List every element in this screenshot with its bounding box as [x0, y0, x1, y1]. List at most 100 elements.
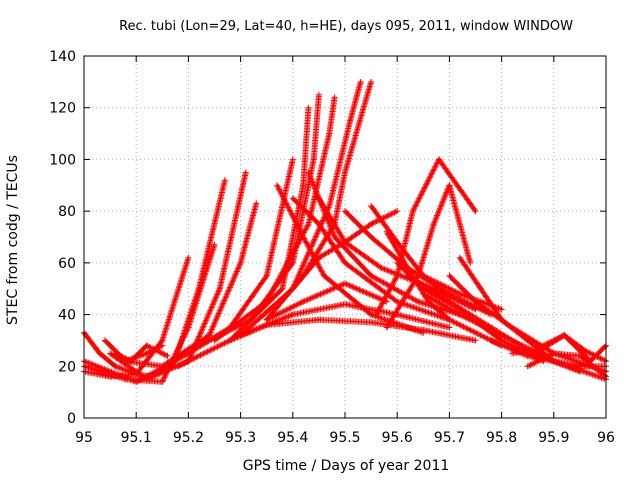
y-axis-label: STEC from codg / TECUs [5, 155, 21, 325]
plus-markers [310, 91, 322, 163]
plus-markers [420, 290, 463, 318]
plus-markers [237, 311, 296, 339]
plus-markers [159, 254, 192, 344]
satellite-track [289, 195, 453, 323]
y-tick-label: 40 [58, 308, 76, 324]
satellite-track [112, 342, 171, 365]
plus-markers [300, 280, 348, 305]
plus-markers [561, 332, 589, 354]
plus-markers [576, 352, 609, 380]
plus-markers [342, 239, 385, 271]
x-tick-label: 95 [75, 430, 93, 446]
satellite-track [81, 254, 192, 380]
x-tick-label: 95.3 [225, 430, 256, 446]
satellite-track [383, 228, 505, 349]
x-tick-label: 95.9 [538, 430, 569, 446]
x-tick-label: 95.1 [121, 430, 152, 446]
plus-markers [509, 345, 547, 357]
axis-ticks: 95 95.1 95.2 95.3 95.4 95.5 95.6 95.7 95.8 95.9 96… [49, 49, 615, 446]
plus-markers [315, 195, 348, 246]
satellite-track [227, 316, 479, 344]
plus-markers [216, 169, 249, 292]
plus-markers [331, 234, 375, 279]
plus-markers [289, 301, 348, 318]
x-tick-label: 96 [597, 430, 615, 446]
plus-markers [446, 272, 479, 305]
plus-markers [211, 298, 270, 344]
y-tick-label: 80 [58, 204, 76, 220]
x-axis-label: GPS time / Days of year 2011 [243, 458, 450, 474]
plus-markers [420, 327, 479, 344]
plus-markers [326, 117, 354, 209]
plus-markers [409, 156, 442, 215]
plus-markers [540, 332, 568, 349]
y-tick-label: 100 [49, 152, 76, 168]
y-tick-label: 20 [58, 359, 76, 375]
y-tick-label: 0 [67, 411, 76, 427]
satellite-track [263, 280, 390, 323]
plus-markers [368, 319, 427, 334]
plus-markers [96, 350, 119, 370]
x-tick-label: 95.2 [173, 430, 204, 446]
plus-markers [498, 316, 531, 344]
plus-markers [368, 203, 401, 246]
satellite-track [122, 200, 260, 370]
plus-markers [420, 272, 463, 297]
plus-markers [300, 234, 328, 279]
plus-markers [263, 298, 307, 323]
satellite-track [524, 350, 609, 380]
satellite-track [81, 241, 218, 385]
plus-markers [446, 182, 474, 266]
y-tick-label: 120 [49, 101, 76, 117]
plus-markers [315, 316, 375, 326]
plus-markers [326, 94, 338, 137]
plus-markers [456, 311, 505, 339]
satellite-track [274, 182, 427, 336]
plus-markers [446, 298, 495, 331]
plus-markers [342, 78, 375, 176]
plus-markers [524, 350, 557, 370]
x-tick-label: 95.5 [329, 430, 360, 446]
satellite-track [342, 208, 495, 318]
x-tick-label: 95.7 [434, 430, 465, 446]
data-points [81, 78, 609, 385]
x-tick-label: 95.4 [277, 430, 308, 446]
plus-markers [342, 301, 401, 318]
y-tick-label: 140 [49, 49, 76, 65]
plus-markers [300, 104, 312, 189]
x-tick-label: 95.8 [486, 430, 517, 446]
plus-markers [237, 200, 260, 266]
y-tick-label: 60 [58, 256, 76, 272]
plus-markers [415, 221, 437, 279]
satellite-track [211, 94, 338, 344]
grid [84, 56, 606, 418]
plus-markers [456, 254, 484, 292]
plus-markers [289, 195, 322, 228]
satellite-track [237, 301, 453, 339]
satellite-track [175, 104, 312, 370]
satellite-track [373, 156, 479, 318]
plus-markers [342, 280, 390, 305]
plus-markers [436, 156, 479, 215]
plus-markers [133, 371, 155, 380]
plot-border [83, 55, 607, 419]
x-tick-label: 95.6 [382, 430, 413, 446]
plus-markers [394, 311, 453, 331]
plus-markers [342, 259, 401, 305]
plus-markers [404, 272, 453, 305]
plus-markers [274, 182, 307, 240]
plus-markers [383, 228, 411, 271]
plus-markers [143, 342, 171, 359]
plus-markers [175, 337, 234, 370]
plus-markers [206, 259, 244, 339]
plus-markers [425, 298, 453, 323]
plus-markers [347, 78, 364, 124]
plus-markers [315, 221, 348, 266]
plus-markers [195, 177, 228, 292]
chart-title: Rec. tubi (Lon=29, Lat=40, h=HE), days 0… [119, 19, 573, 34]
plus-markers [582, 347, 609, 365]
plus-markers [477, 285, 505, 323]
satellite-track [540, 332, 609, 365]
plus-markers [342, 208, 375, 240]
